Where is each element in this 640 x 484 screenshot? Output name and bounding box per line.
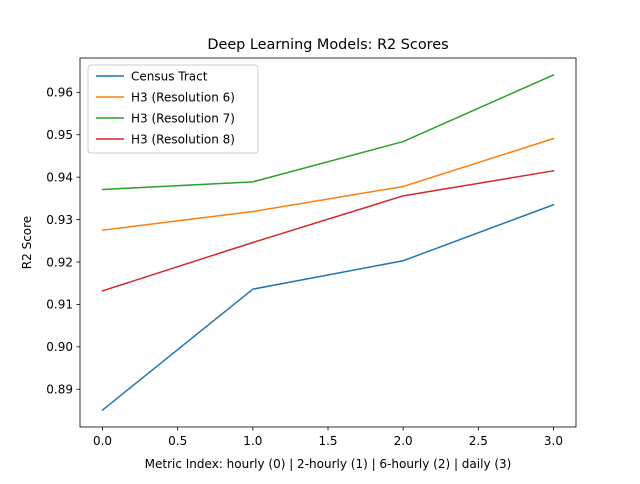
- x-tick-label: 0.0: [93, 434, 112, 448]
- series-line-4: [101, 169, 555, 292]
- legend: Census Tract H3 (Resolution 6) H3 (Resolut…: [87, 64, 259, 154]
- series-line-1: [101, 203, 555, 412]
- x-tick-label: 2.5: [469, 434, 488, 448]
- legend-label-4: H3 (Resolution 8): [131, 132, 235, 146]
- plot-area-frame: [79, 57, 577, 428]
- chart-title: Deep Learning Models: R2 Scores: [207, 37, 448, 53]
- x-axis-label: Metric Index: hourly (0) | 2-hourly (1) …: [145, 457, 512, 471]
- y-tick-label: 0.94: [46, 170, 73, 184]
- y-tick-label: 0.89: [46, 383, 73, 397]
- y-axis-ticks: 0.89 0.90 0.91 0.92 0.93 0.94 0.95 0.96: [46, 86, 80, 397]
- legend-box: [87, 64, 259, 154]
- series-line-3: [101, 73, 555, 191]
- legend-label-3: H3 (Resolution 7): [131, 111, 235, 125]
- series-layer: [101, 73, 555, 412]
- legend-label-1: Census Tract: [131, 69, 208, 83]
- x-tick-label: 1.0: [243, 434, 262, 448]
- legend-items: Census Tract H3 (Resolution 6) H3 (Resolut…: [96, 69, 235, 146]
- y-axis-label: R2 Score: [20, 216, 34, 269]
- y-tick-label: 0.92: [46, 255, 73, 269]
- y-tick-label: 0.91: [46, 298, 73, 312]
- y-tick-label: 0.95: [46, 128, 73, 142]
- y-tick-label: 0.93: [46, 213, 73, 227]
- x-tick-label: 2.0: [394, 434, 413, 448]
- y-tick-label: 0.96: [46, 86, 73, 100]
- x-axis-ticks: 0.0 0.5 1.0 1.5 2.0 2.5 3.0: [93, 427, 563, 448]
- x-tick-label: 3.0: [544, 434, 563, 448]
- y-tick-label: 0.90: [46, 340, 73, 354]
- series-line-2: [101, 137, 555, 232]
- legend-label-2: H3 (Resolution 6): [131, 90, 235, 104]
- x-tick-label: 0.5: [168, 434, 187, 448]
- x-tick-label: 1.5: [318, 434, 337, 448]
